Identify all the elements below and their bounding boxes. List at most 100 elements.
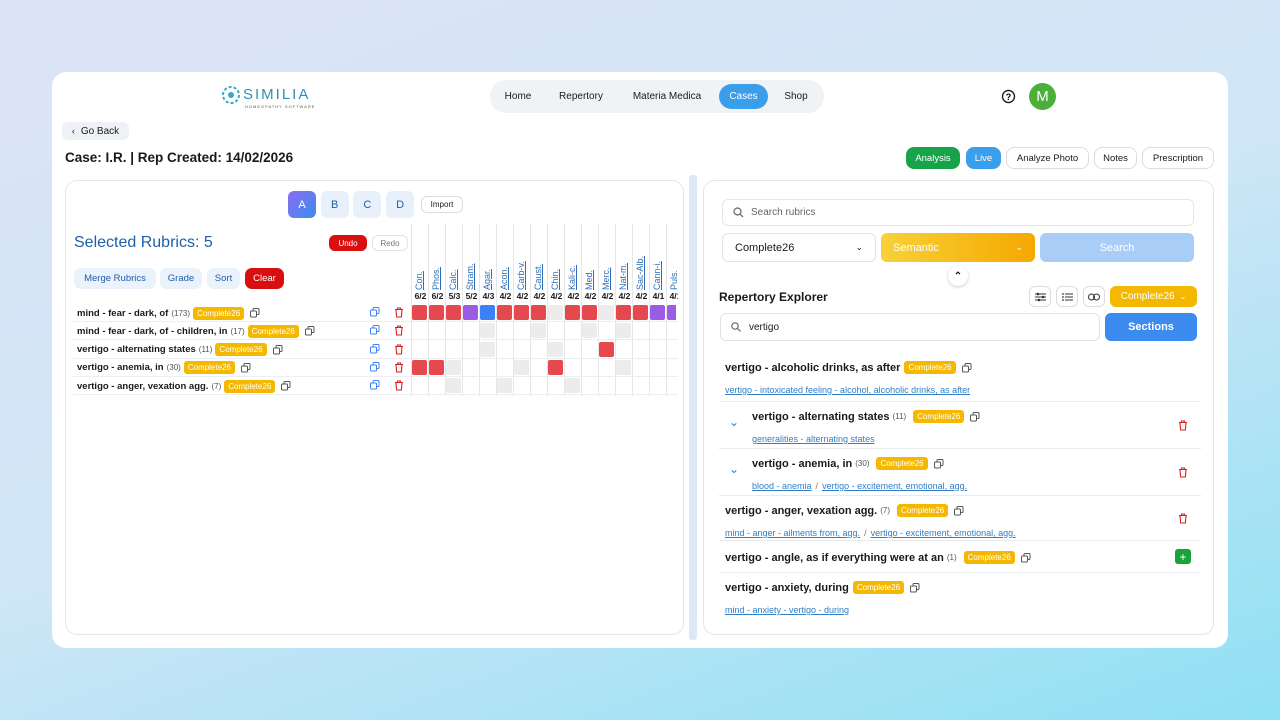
delete-icon[interactable] [394,325,404,336]
copy-icon[interactable] [370,361,380,372]
tool-button[interactable]: Merge Rubrics [74,268,156,289]
import-button[interactable]: Import [421,196,463,213]
delete-icon[interactable] [394,307,404,318]
nav-item[interactable]: Repertory [559,91,603,102]
copy-icon[interactable] [961,362,972,373]
copy-icon[interactable] [272,344,283,355]
copy-icon[interactable] [250,308,260,318]
nav-item[interactable]: Materia Medica [632,91,702,102]
copy-icon[interactable] [370,307,380,317]
remedy-score: 4/2 [584,291,597,301]
explorer-title: Repertory Explorer [719,290,828,304]
filter-button[interactable] [1029,286,1051,307]
remedy-name[interactable]: Nat-m. [618,263,628,290]
tool-button[interactable]: Grade [160,268,202,289]
expand-chevron[interactable]: ⌄ [729,415,740,429]
query-input[interactable]: vertigo [720,313,1100,341]
grade-cell [480,341,495,357]
copy-icon[interactable] [910,582,920,593]
action-button[interactable]: Prescription [1142,147,1214,169]
remedy-name[interactable]: Sac-Alb. [635,255,645,290]
copy-icon[interactable] [1020,552,1031,563]
cross-reference-link[interactable]: mind - anger - ailments from, agg. [725,528,861,538]
copy-icon[interactable] [954,505,964,516]
case-tab[interactable]: C [353,191,382,218]
action-button[interactable]: Notes [1094,147,1137,169]
avatar[interactable]: M [1029,83,1056,110]
rubric-row: mind - fear - dark, of (173) Complete26 [77,306,260,320]
copy-icon-svg [240,362,251,373]
expand-chevron[interactable]: ⌄ [729,462,740,476]
collapse-button[interactable]: ⌃ [948,266,968,286]
remedy-name[interactable]: Acon. [499,266,509,290]
delete-icon[interactable] [394,362,404,373]
remedy-name[interactable]: Caust. [533,263,543,290]
delete-icon[interactable] [1178,419,1188,431]
help-icon[interactable]: ? [1001,89,1016,104]
grade-cell [548,305,563,320]
redo-button[interactable]: Redo [372,235,408,251]
rubric-search-box[interactable]: Search rubrics [722,199,1194,226]
add-button[interactable]: + [1175,549,1191,564]
delete-icon[interactable] [1178,512,1188,524]
remedy-name[interactable]: Agar. [482,268,492,290]
remedy-name[interactable]: Con. [414,270,424,290]
remedy-name[interactable]: Phos. [431,266,441,290]
cross-reference-link[interactable]: vertigo - excitement, emotional, agg. [822,481,968,491]
remedy-name[interactable]: Stram. [465,263,475,290]
remedy-name[interactable]: Cann-i. [652,260,662,290]
remedy-name[interactable]: Med. [584,269,594,290]
cross-reference-link[interactable]: vertigo - excitement, emotional, agg. [870,528,1016,538]
tool-button[interactable]: Clear [245,268,284,289]
link-button[interactable] [1083,286,1105,307]
nav-item[interactable]: Shop [784,91,808,102]
cross-reference-link[interactable]: generalities - alternating states [752,434,875,444]
remedy-score: 4/2 [601,291,614,301]
delete-icon[interactable] [1178,466,1188,478]
copy-icon[interactable] [370,343,380,354]
splitter[interactable] [689,175,697,640]
remedy-name[interactable]: Chin. [550,268,560,290]
sections-button[interactable]: Sections [1105,313,1197,341]
grade-cell [514,341,529,357]
book-select[interactable]: Complete26 ⌄ [722,233,876,262]
copy-icon[interactable] [304,326,315,336]
rubric-count: (173) [171,308,191,318]
remedy-name[interactable]: Puls. [669,269,678,290]
nav-item[interactable]: Home [504,91,532,102]
action-button[interactable]: Analyze Photo [1006,147,1089,169]
delete-icon[interactable] [394,344,404,355]
rubric-text: vertigo - alternating states [77,344,196,356]
mode-select[interactable]: Semantic ⌄ [881,233,1035,262]
copy-icon[interactable] [370,380,380,390]
grade-cell [531,305,546,320]
copy-icon[interactable] [370,325,380,335]
delete-icon[interactable] [394,380,404,391]
undo-button[interactable]: Undo [329,235,367,251]
go-back-button[interactable]: ‹ Go Back [62,122,129,140]
list-button[interactable] [1056,286,1078,307]
action-button[interactable]: Live [966,147,1001,169]
remedy-name[interactable]: Calc. [448,269,458,290]
copy-icon[interactable] [281,381,291,391]
case-tab[interactable]: B [320,191,349,218]
search-button[interactable]: Search [1040,233,1194,262]
remedy-score: 4/3 [482,291,495,301]
copy-icon[interactable] [240,362,251,373]
remedy-name[interactable]: Merc. [601,267,611,291]
tool-button[interactable]: Sort [207,268,240,289]
remedy-name[interactable]: Kali-c. [567,264,577,290]
cross-reference-link[interactable]: vertigo - intoxicated feeling - alcohol,… [725,385,971,395]
book-badge-select[interactable]: Complete26 ⌄ [1110,286,1197,307]
case-tab[interactable]: D [386,191,415,218]
action-button[interactable]: Analysis [906,147,960,169]
result-title-row: vertigo - anxiety, during Complete26 [725,581,1201,594]
copy-icon[interactable] [933,458,944,469]
nav-item[interactable]: Cases [719,84,768,109]
remedy-name[interactable]: Carb-v. [516,261,526,290]
grade-cell [497,323,512,339]
cross-reference-link[interactable]: mind - anxiety - vertigo - during [725,605,850,615]
cross-reference-link[interactable]: blood - anemia [752,481,812,491]
copy-icon[interactable] [970,411,980,422]
case-tab[interactable]: A [288,191,316,218]
